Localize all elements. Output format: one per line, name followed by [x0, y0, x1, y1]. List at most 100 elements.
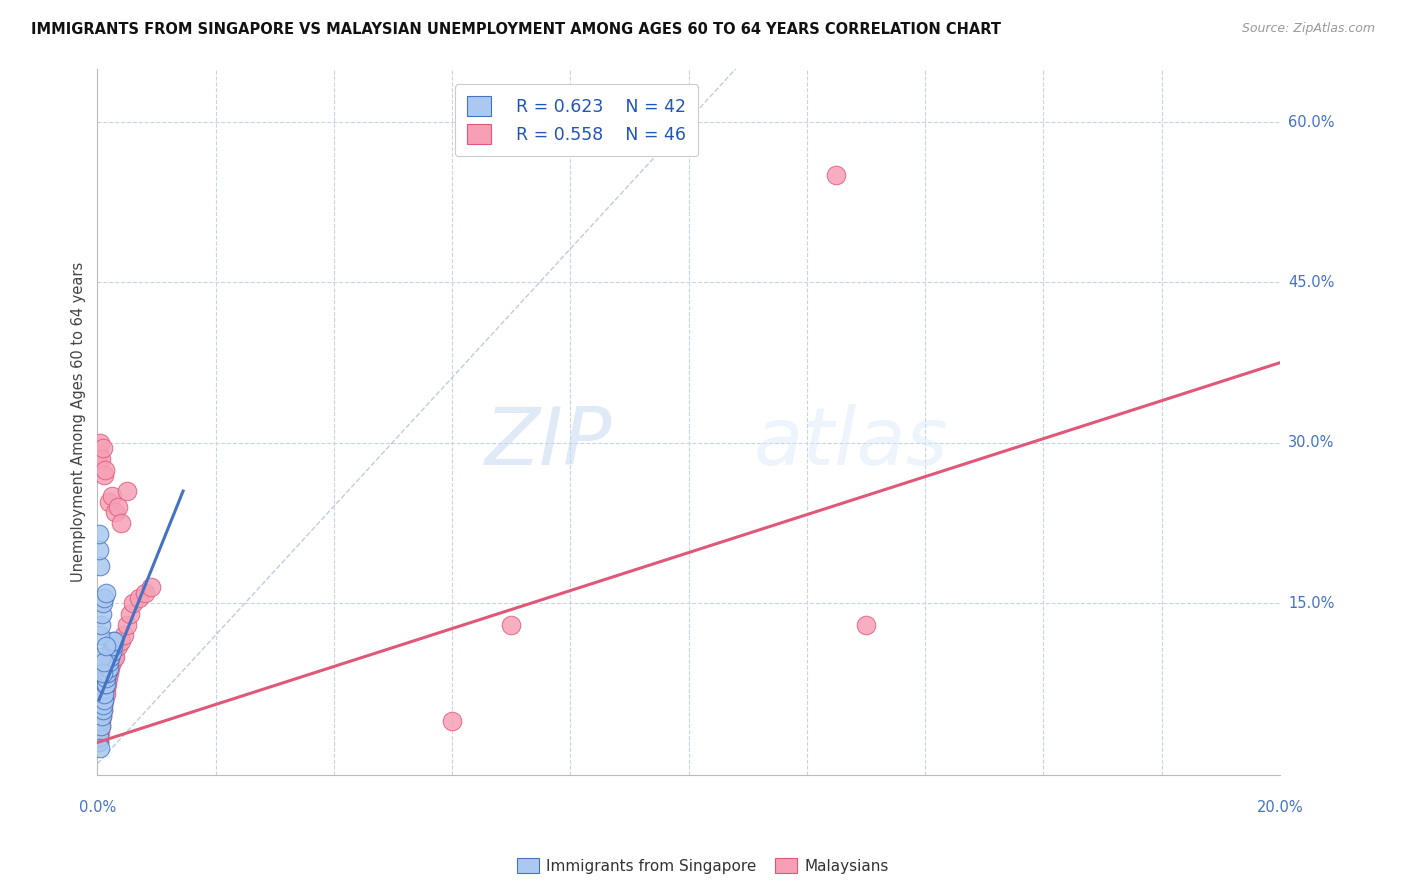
- Point: [89, 740, 111, 755]
- Point: [93, 655, 115, 669]
- Point: [87, 735, 110, 749]
- Point: [96, 665, 118, 680]
- Text: Source: ZipAtlas.com: Source: ZipAtlas.com: [1241, 22, 1375, 36]
- Text: 60.0%: 60.0%: [1288, 114, 1334, 129]
- Point: [94, 463, 117, 477]
- Point: [91, 665, 114, 680]
- Point: [101, 490, 124, 504]
- Point: [104, 649, 127, 664]
- Point: [91, 703, 114, 717]
- Point: [90, 719, 112, 733]
- Point: [89, 558, 111, 573]
- Text: 0.0%: 0.0%: [79, 799, 115, 814]
- Point: [97, 660, 120, 674]
- Point: [98, 649, 121, 664]
- Point: [96, 687, 118, 701]
- Point: [104, 506, 127, 520]
- Point: [93, 681, 115, 696]
- Point: [98, 649, 121, 664]
- Point: [89, 542, 111, 557]
- Point: [91, 698, 114, 712]
- Point: [128, 591, 150, 605]
- Point: [93, 692, 115, 706]
- Y-axis label: Unemployment Among Ages 60 to 64 years: Unemployment Among Ages 60 to 64 years: [72, 261, 86, 582]
- Point: [121, 596, 143, 610]
- Point: [93, 591, 115, 605]
- Point: [100, 644, 122, 658]
- Point: [94, 676, 117, 690]
- Point: [91, 596, 114, 610]
- Point: [101, 639, 124, 653]
- Text: 15.0%: 15.0%: [1288, 596, 1334, 611]
- Point: [89, 724, 111, 739]
- Point: [94, 681, 117, 696]
- Point: [100, 644, 122, 658]
- Point: [107, 500, 129, 515]
- Point: [90, 703, 112, 717]
- Point: [94, 676, 117, 690]
- Point: [110, 516, 132, 531]
- Point: [91, 703, 114, 717]
- Point: [93, 468, 115, 483]
- Point: [96, 665, 118, 680]
- Point: [115, 617, 138, 632]
- Point: [91, 607, 114, 621]
- Point: [501, 617, 523, 632]
- Point: [110, 633, 132, 648]
- Point: [855, 617, 877, 632]
- Point: [90, 719, 112, 733]
- Point: [118, 607, 141, 621]
- Point: [87, 730, 110, 744]
- Point: [98, 655, 121, 669]
- Point: [89, 436, 111, 450]
- Point: [91, 708, 114, 723]
- Point: [87, 527, 110, 541]
- Point: [96, 676, 118, 690]
- Point: [91, 708, 114, 723]
- Text: atlas: atlas: [754, 404, 949, 482]
- Point: [91, 692, 114, 706]
- Point: [97, 660, 120, 674]
- Point: [90, 649, 112, 664]
- Point: [94, 687, 117, 701]
- Point: [101, 655, 124, 669]
- Legend:   R = 0.623    N = 42,   R = 0.558    N = 46: R = 0.623 N = 42, R = 0.558 N = 46: [456, 84, 699, 156]
- Text: 45.0%: 45.0%: [1288, 275, 1334, 290]
- Point: [115, 484, 138, 499]
- Point: [90, 714, 112, 728]
- Point: [91, 442, 114, 456]
- Point: [89, 447, 111, 461]
- Text: ZIP: ZIP: [485, 404, 612, 482]
- Point: [98, 495, 121, 509]
- Point: [96, 671, 118, 685]
- Point: [91, 698, 114, 712]
- Point: [441, 714, 464, 728]
- Point: [134, 585, 156, 599]
- Point: [90, 452, 112, 467]
- Point: [96, 585, 118, 599]
- Point: [103, 649, 125, 664]
- Point: [93, 692, 115, 706]
- Point: [94, 639, 117, 653]
- Point: [825, 169, 848, 183]
- Point: [90, 617, 112, 632]
- Point: [139, 580, 162, 594]
- Point: [101, 639, 124, 653]
- Text: 30.0%: 30.0%: [1288, 435, 1334, 450]
- Point: [103, 633, 125, 648]
- Point: [89, 719, 111, 733]
- Legend: Immigrants from Singapore, Malaysians: Immigrants from Singapore, Malaysians: [512, 852, 894, 880]
- Point: [97, 671, 120, 685]
- Point: [93, 692, 115, 706]
- Point: [89, 628, 111, 642]
- Point: [89, 714, 111, 728]
- Text: IMMIGRANTS FROM SINGAPORE VS MALAYSIAN UNEMPLOYMENT AMONG AGES 60 TO 64 YEARS CO: IMMIGRANTS FROM SINGAPORE VS MALAYSIAN U…: [31, 22, 1001, 37]
- Point: [98, 660, 121, 674]
- Point: [112, 628, 135, 642]
- Point: [93, 687, 115, 701]
- Point: [103, 633, 125, 648]
- Point: [107, 639, 129, 653]
- Point: [89, 735, 111, 749]
- Text: 20.0%: 20.0%: [1257, 799, 1303, 814]
- Point: [98, 665, 121, 680]
